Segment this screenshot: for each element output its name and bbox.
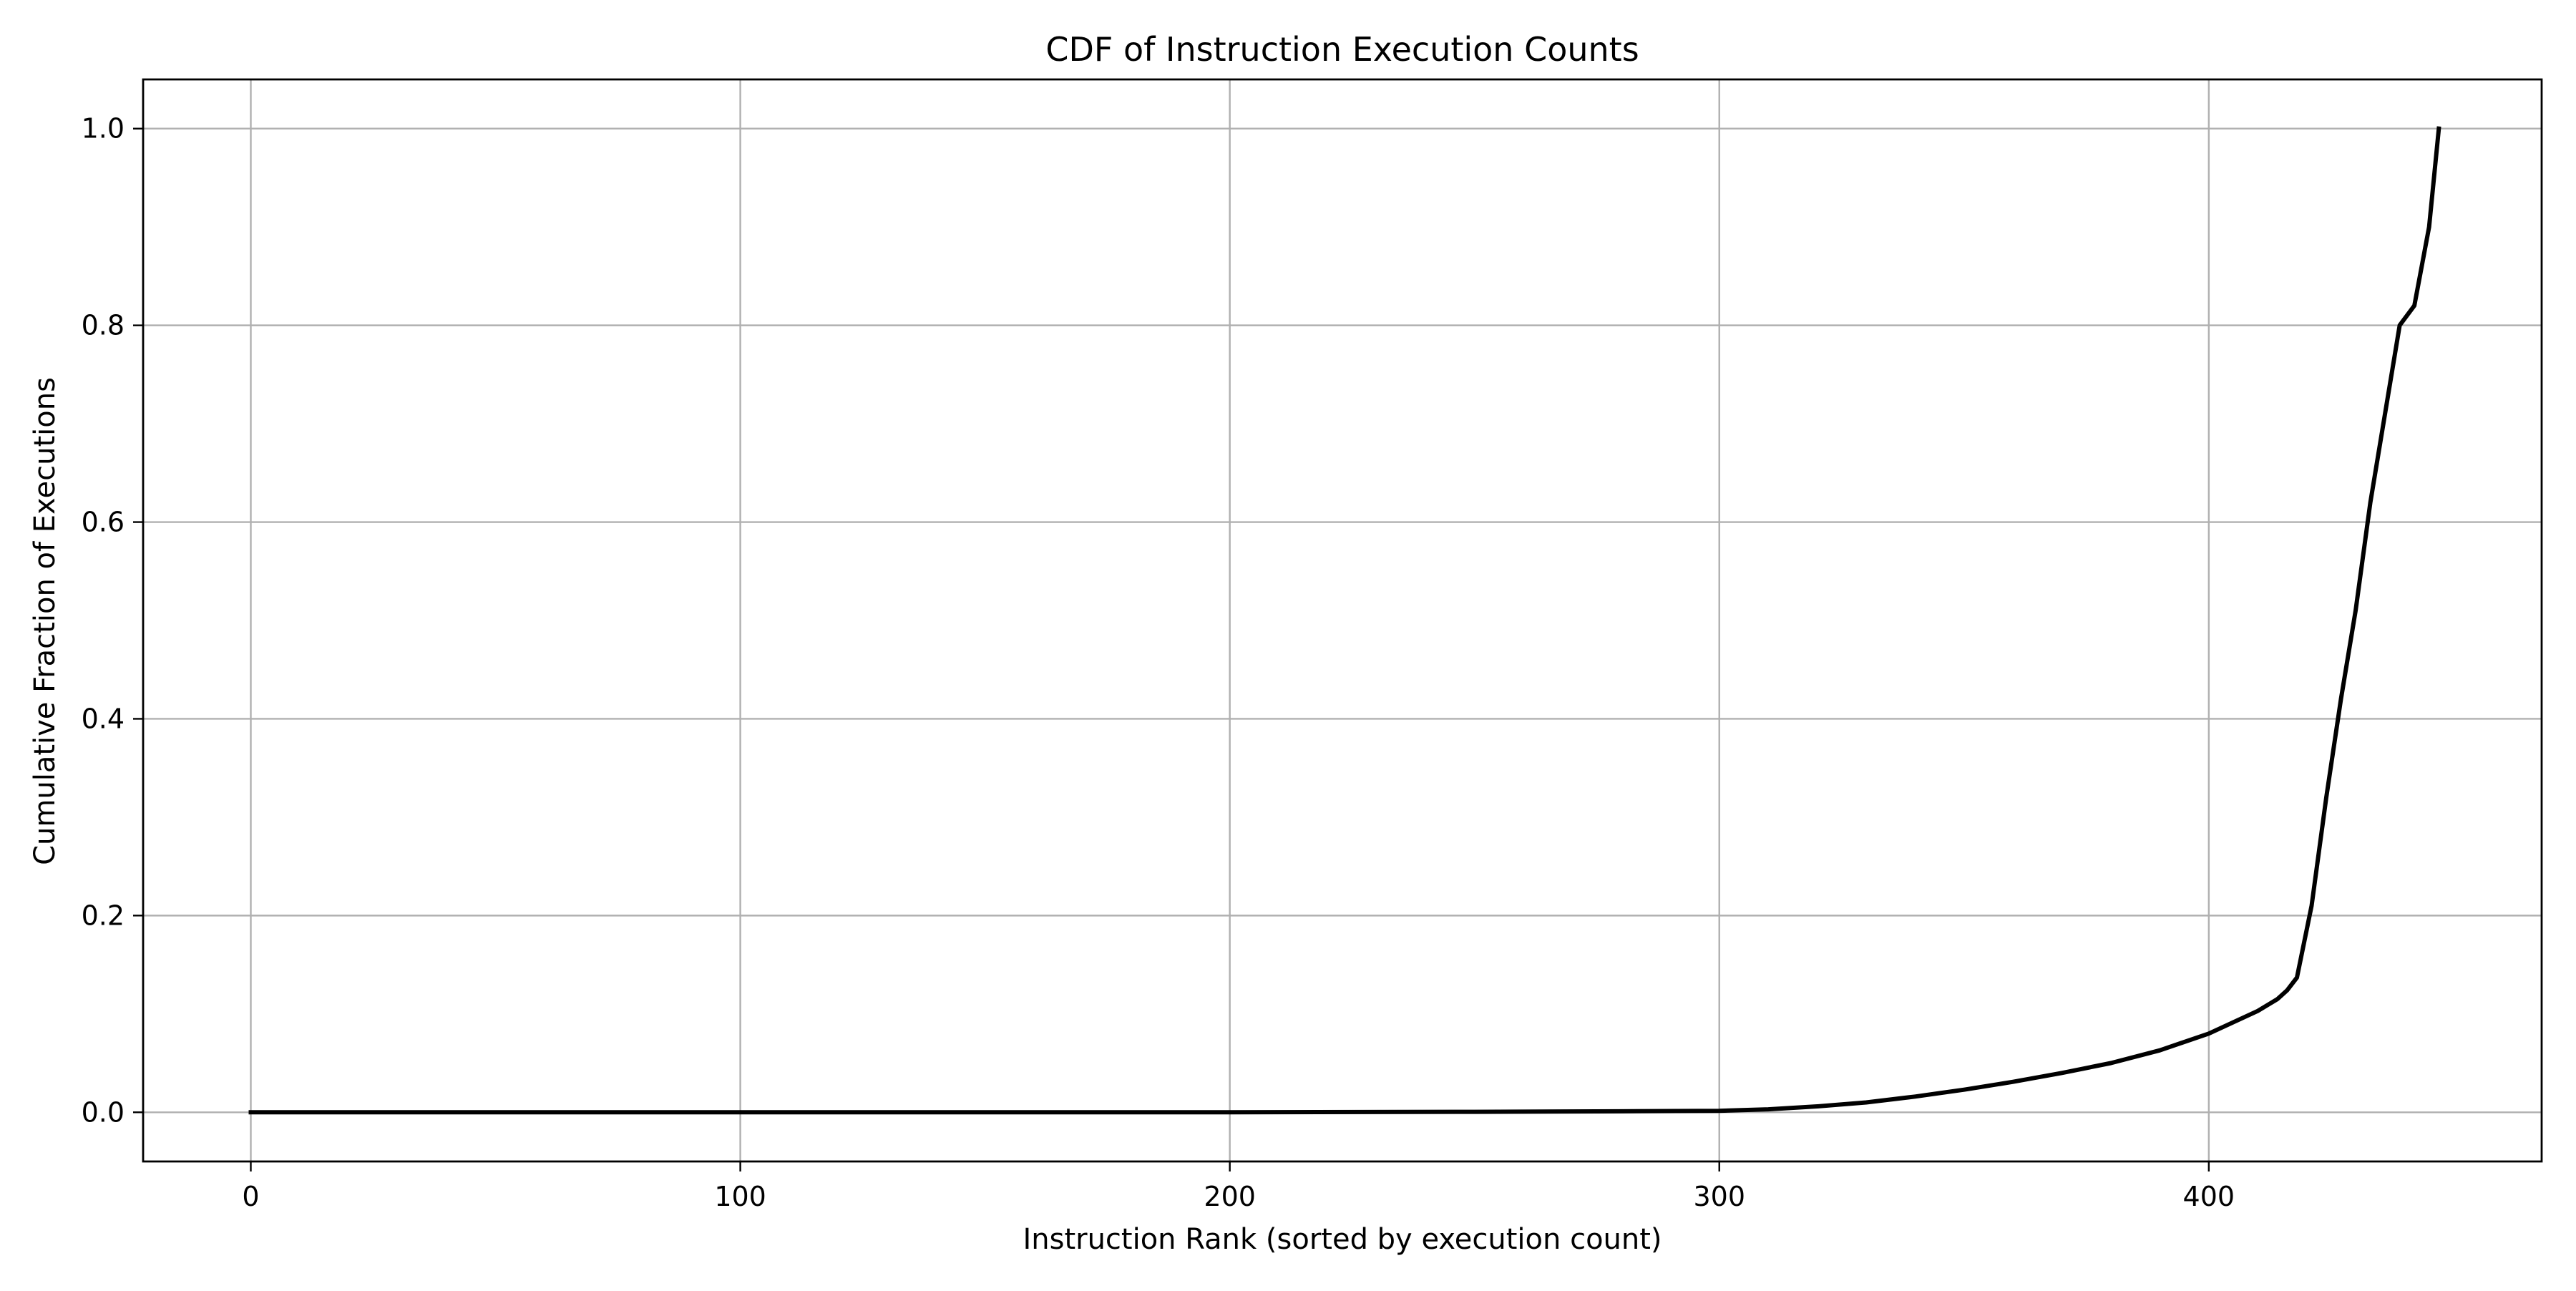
x-tick-label-2: 200 — [1204, 1181, 1256, 1212]
y-tick-label-0: 0.0 — [82, 1096, 125, 1128]
plot-layer — [248, 126, 2441, 1115]
y-tick-label-5: 1.0 — [82, 113, 125, 145]
x-tick-label-4: 400 — [2183, 1181, 2235, 1212]
grid-layer — [143, 79, 2542, 1161]
chart-title: CDF of Instruction Execution Counts — [1045, 30, 1639, 69]
frame-layer — [142, 78, 2543, 1163]
x-axis-label: Instruction Rank (sorted by execution co… — [1023, 1223, 1662, 1256]
x-tick-label-0: 0 — [242, 1181, 259, 1212]
y-tick-label-1: 0.2 — [82, 900, 125, 931]
tick-layer: 0 100 200 300 400 0.0 0.2 0.4 0.6 0.8 1.0 — [82, 113, 2235, 1212]
y-tick-label-4: 0.8 — [82, 310, 125, 341]
series-line-0 — [248, 126, 2441, 1115]
y-tick-label-2: 0.4 — [82, 703, 125, 734]
plot-frame — [142, 78, 2543, 1163]
y-axis-label: Cumulative Fraction of Executions — [29, 377, 62, 865]
y-tick-label-3: 0.6 — [82, 507, 125, 538]
x-tick-label-3: 300 — [1693, 1181, 1745, 1212]
x-tick-label-1: 100 — [714, 1181, 766, 1212]
